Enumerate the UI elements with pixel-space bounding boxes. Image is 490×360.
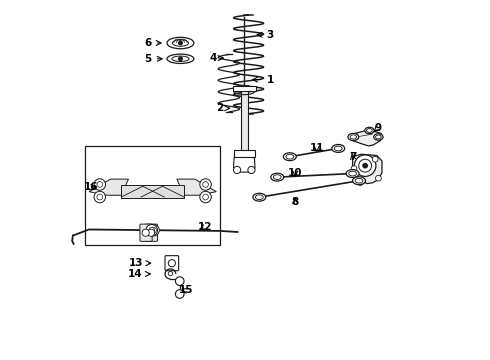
Ellipse shape bbox=[273, 175, 281, 180]
Circle shape bbox=[234, 166, 241, 174]
Circle shape bbox=[97, 194, 102, 200]
Ellipse shape bbox=[283, 153, 296, 161]
Text: 1: 1 bbox=[252, 75, 274, 85]
Polygon shape bbox=[89, 179, 128, 195]
Circle shape bbox=[97, 181, 102, 187]
Text: 2: 2 bbox=[216, 103, 230, 113]
FancyBboxPatch shape bbox=[146, 224, 157, 241]
Ellipse shape bbox=[334, 146, 342, 151]
Circle shape bbox=[359, 159, 371, 172]
Circle shape bbox=[200, 179, 211, 190]
Ellipse shape bbox=[253, 193, 266, 201]
FancyBboxPatch shape bbox=[140, 224, 152, 241]
Ellipse shape bbox=[271, 173, 284, 181]
Circle shape bbox=[147, 229, 155, 236]
Circle shape bbox=[175, 290, 184, 298]
Text: 15: 15 bbox=[178, 285, 193, 296]
Bar bbox=[122, 185, 184, 198]
Ellipse shape bbox=[376, 135, 381, 139]
Text: 14: 14 bbox=[128, 269, 150, 279]
Circle shape bbox=[148, 225, 159, 236]
Text: 4: 4 bbox=[209, 53, 223, 63]
Text: 12: 12 bbox=[198, 222, 213, 231]
Ellipse shape bbox=[365, 127, 374, 134]
Text: 3: 3 bbox=[257, 30, 274, 40]
Circle shape bbox=[94, 179, 105, 190]
Text: 8: 8 bbox=[292, 197, 299, 207]
Ellipse shape bbox=[374, 134, 383, 140]
Bar bbox=[233, 86, 256, 91]
Ellipse shape bbox=[350, 135, 357, 139]
Polygon shape bbox=[177, 179, 216, 195]
Circle shape bbox=[94, 191, 105, 203]
Ellipse shape bbox=[167, 37, 194, 49]
Circle shape bbox=[203, 181, 208, 187]
Ellipse shape bbox=[367, 129, 372, 132]
Ellipse shape bbox=[167, 54, 194, 63]
Ellipse shape bbox=[255, 195, 263, 199]
Circle shape bbox=[142, 229, 149, 236]
Circle shape bbox=[248, 166, 255, 174]
Text: 5: 5 bbox=[145, 54, 162, 64]
Text: 11: 11 bbox=[310, 143, 324, 153]
Ellipse shape bbox=[355, 178, 363, 183]
Circle shape bbox=[149, 227, 155, 233]
Ellipse shape bbox=[172, 56, 189, 62]
Ellipse shape bbox=[349, 171, 356, 176]
Circle shape bbox=[146, 225, 157, 236]
Circle shape bbox=[179, 57, 182, 60]
Polygon shape bbox=[353, 154, 382, 184]
Text: 7: 7 bbox=[349, 152, 356, 162]
Text: 13: 13 bbox=[128, 258, 151, 268]
Circle shape bbox=[354, 155, 376, 176]
Ellipse shape bbox=[348, 134, 359, 140]
Text: 10: 10 bbox=[288, 168, 302, 178]
Bar bbox=[241, 85, 247, 151]
Polygon shape bbox=[353, 130, 381, 146]
Ellipse shape bbox=[346, 170, 359, 177]
Polygon shape bbox=[234, 157, 255, 172]
Circle shape bbox=[168, 260, 175, 267]
Bar bbox=[85, 146, 220, 244]
Bar bbox=[234, 150, 255, 157]
Ellipse shape bbox=[353, 177, 366, 185]
Ellipse shape bbox=[332, 144, 344, 152]
Circle shape bbox=[200, 191, 211, 203]
Circle shape bbox=[375, 175, 381, 181]
Circle shape bbox=[168, 271, 172, 276]
Circle shape bbox=[175, 277, 184, 285]
Ellipse shape bbox=[172, 40, 189, 46]
Text: 9: 9 bbox=[374, 123, 381, 133]
Circle shape bbox=[372, 156, 378, 162]
Circle shape bbox=[363, 163, 368, 168]
Circle shape bbox=[358, 180, 364, 185]
Circle shape bbox=[203, 194, 208, 200]
Text: 6: 6 bbox=[145, 38, 161, 48]
Circle shape bbox=[351, 166, 357, 171]
Circle shape bbox=[151, 227, 156, 233]
Ellipse shape bbox=[286, 154, 294, 159]
FancyBboxPatch shape bbox=[165, 256, 179, 271]
Text: 16: 16 bbox=[84, 182, 98, 192]
Circle shape bbox=[179, 41, 182, 45]
